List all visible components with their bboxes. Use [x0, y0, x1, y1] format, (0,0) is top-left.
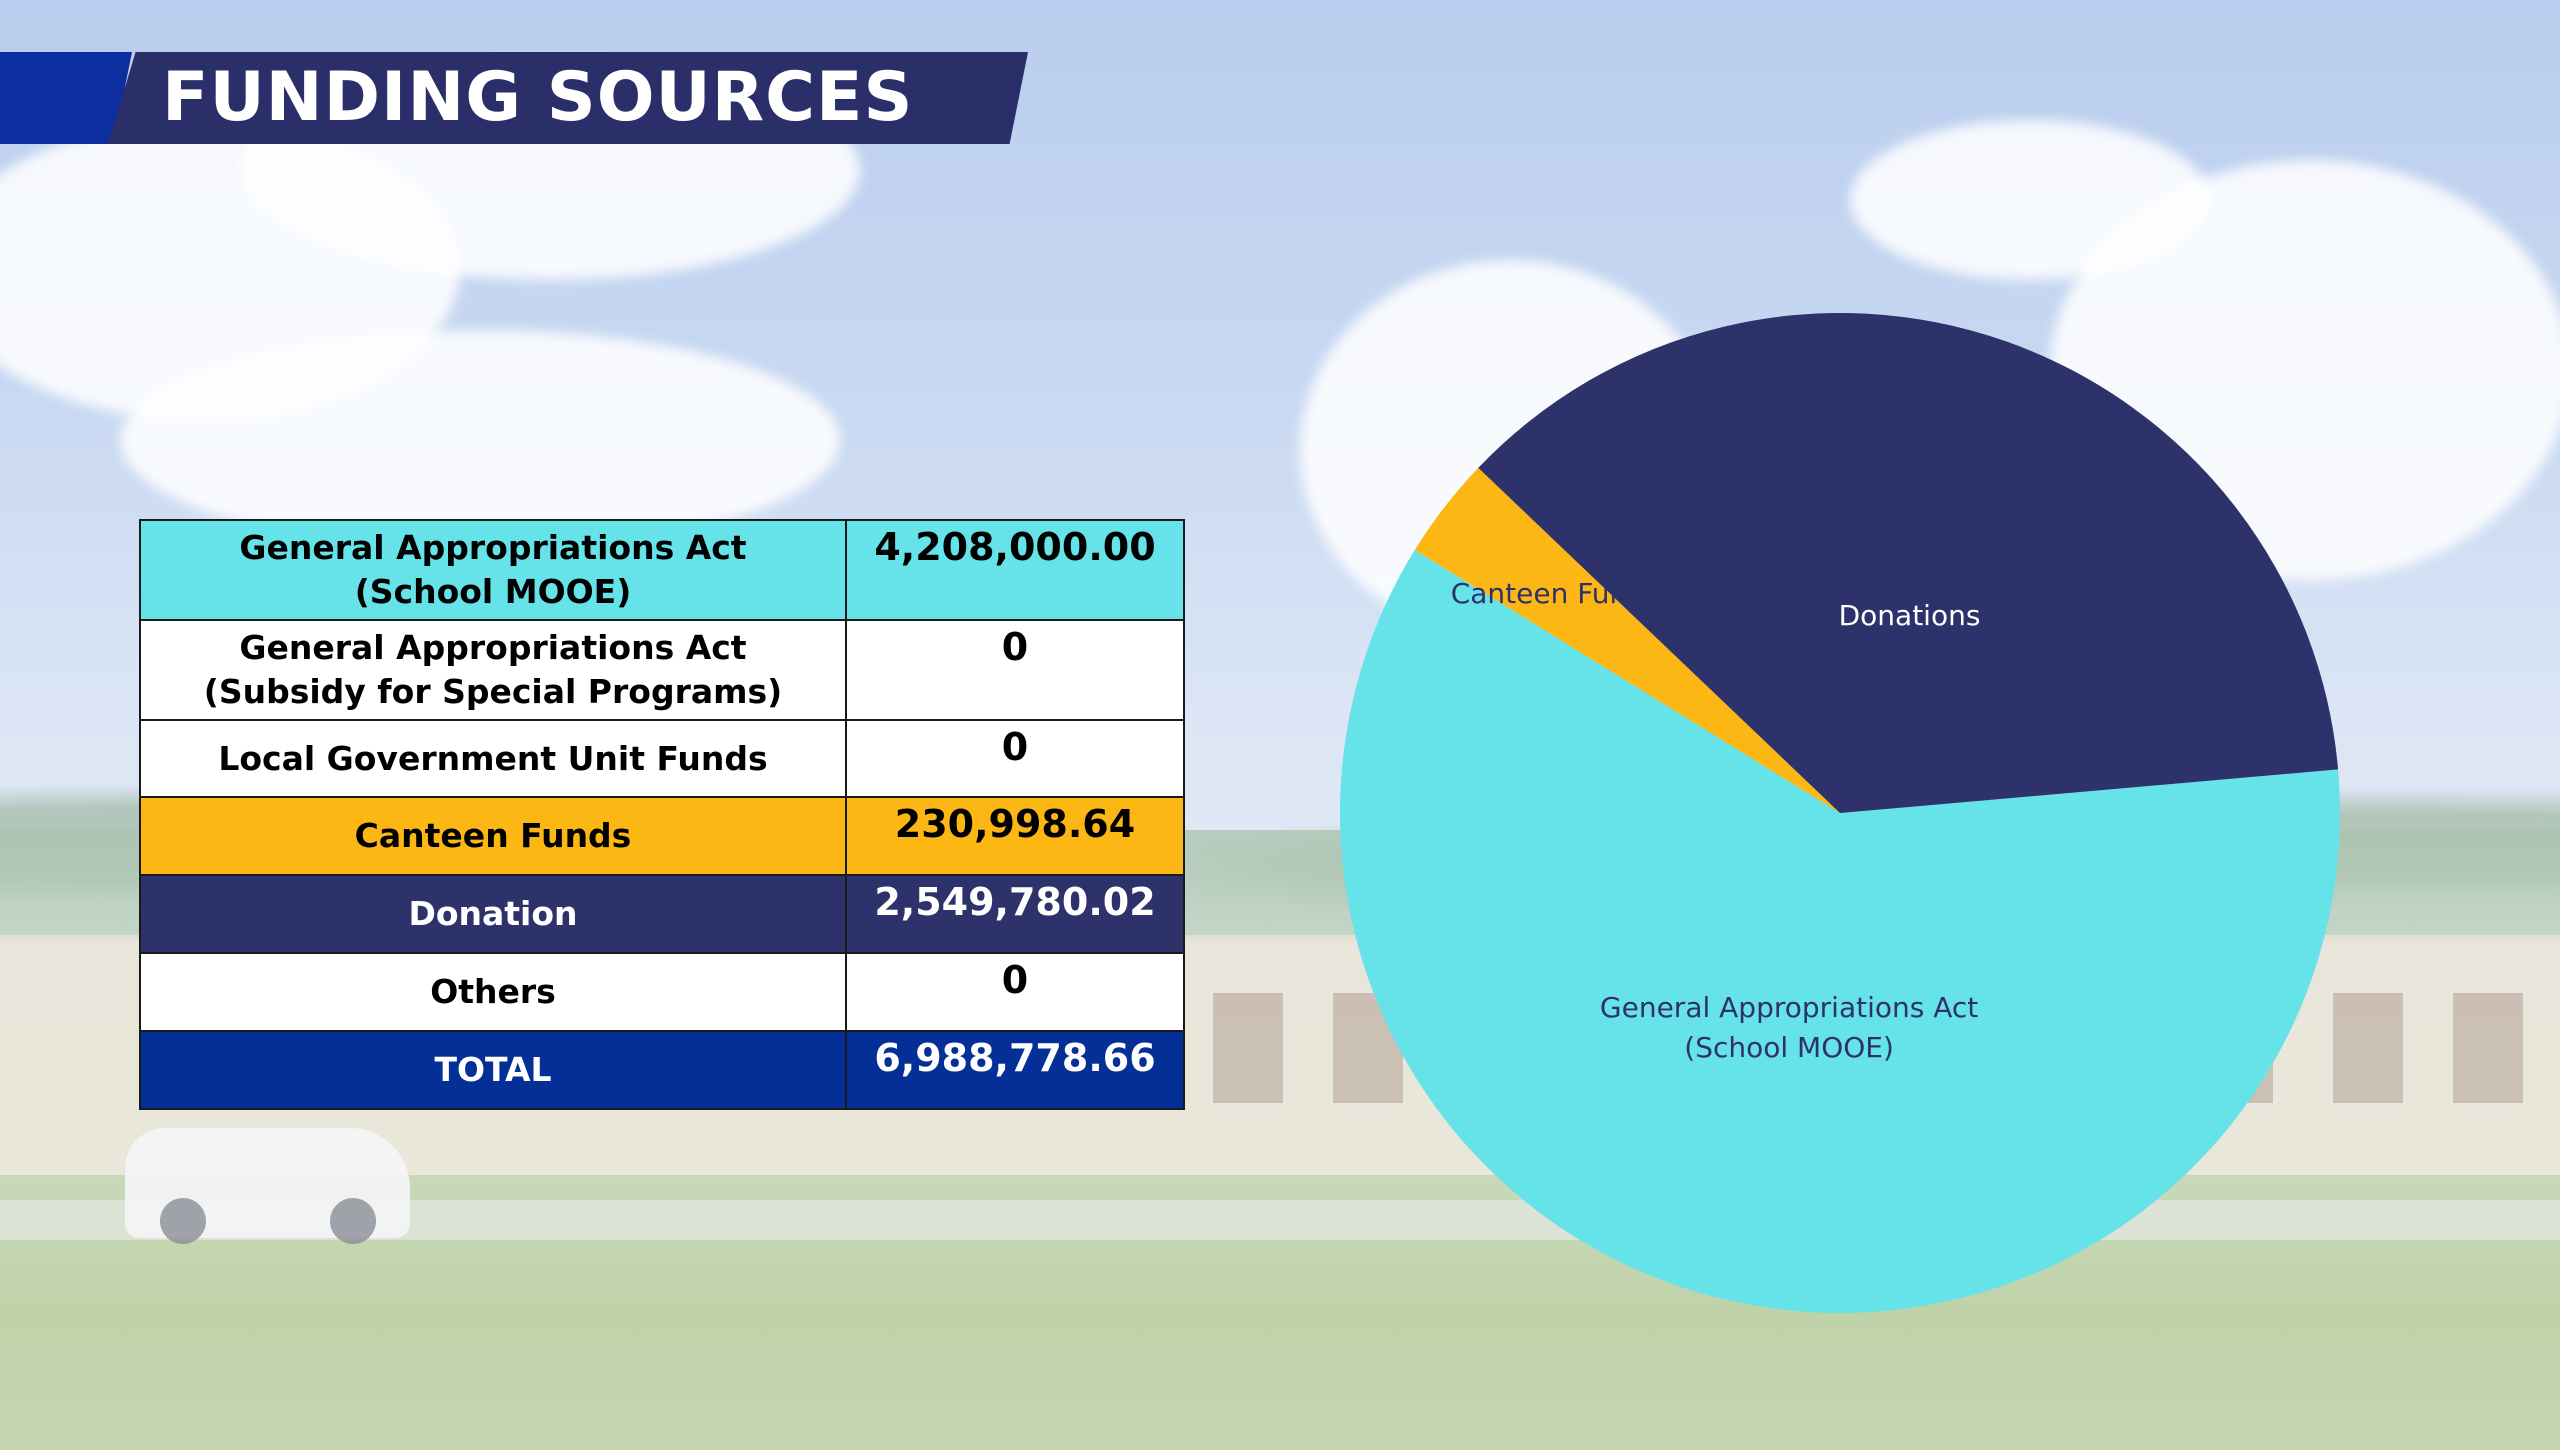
table-row: TOTAL 6,988,778.66	[139, 1030, 1185, 1110]
pie-slice	[1340, 549, 2340, 1313]
row-label: General Appropriations Act (Subsidy for …	[139, 619, 847, 721]
car-wheel	[330, 1198, 376, 1244]
table-row: Donation 2,549,780.02	[139, 874, 1185, 954]
page-title: FUNDING SOURCES	[162, 58, 914, 137]
row-value: 4,208,000.00	[845, 519, 1185, 621]
funding-table: General Appropriations Act (School MOOE)…	[139, 519, 1185, 1110]
cloud	[120, 330, 840, 550]
pie-slice-label-line: (School MOOE)	[1684, 1031, 1894, 1064]
row-value: 0	[845, 719, 1185, 798]
row-value: 0	[845, 619, 1185, 721]
row-label: General Appropriations Act (School MOOE)	[139, 519, 847, 621]
pie-slice	[1414, 467, 1840, 813]
row-label: Canteen Funds	[139, 796, 847, 876]
row-label-line: General Appropriations Act	[239, 628, 747, 667]
row-label: Local Government Unit Funds	[139, 719, 847, 798]
row-label: TOTAL	[139, 1030, 847, 1110]
row-value: 2,549,780.02	[845, 874, 1185, 954]
row-label: Donation	[139, 874, 847, 954]
row-label-line: General Appropriations Act	[239, 528, 747, 567]
pie-slice-label: General Appropriations Act (School MOOE)	[1600, 991, 1978, 1064]
table-row: Local Government Unit Funds 0	[139, 719, 1185, 798]
cloud	[1850, 120, 2210, 280]
pie-slice-label-line: Donations	[1839, 599, 1981, 632]
table-row: Others 0	[139, 952, 1185, 1032]
car-wheel	[160, 1198, 206, 1244]
table-row: Canteen Funds 230,998.64	[139, 796, 1185, 876]
window	[1210, 990, 1286, 1106]
banner-accent	[0, 52, 132, 144]
table-row: General Appropriations Act (School MOOE)…	[139, 519, 1185, 621]
pie-slice-label-line: General Appropriations Act	[1600, 991, 1978, 1024]
row-value: 230,998.64	[845, 796, 1185, 876]
row-label-line: Donation	[408, 894, 578, 933]
row-value: 6,988,778.66	[845, 1030, 1185, 1110]
row-label-line: (Subsidy for Special Programs)	[203, 672, 783, 711]
funding-pie-chart: General Appropriations Act (School MOOE) C…	[1340, 313, 2340, 1313]
row-value: 0	[845, 952, 1185, 1032]
row-label-line: Others	[430, 972, 556, 1011]
title-banner	[108, 52, 1028, 144]
row-label-line: (School MOOE)	[354, 572, 632, 611]
pie-slice-label: Donations	[1839, 599, 1981, 632]
window	[2330, 990, 2406, 1106]
row-label-line: TOTAL	[434, 1050, 552, 1089]
window	[2450, 990, 2526, 1106]
pie-slice-label: Canteen Funds	[1451, 577, 1660, 610]
row-label-line: Local Government Unit Funds	[218, 738, 768, 778]
table-row: General Appropriations Act (Subsidy for …	[139, 619, 1185, 721]
pie-slice	[1478, 313, 2339, 813]
pie-slice-label-line: Canteen Funds	[1451, 577, 1660, 610]
row-label: Others	[139, 952, 847, 1032]
row-label-line: Canteen Funds	[354, 816, 632, 855]
